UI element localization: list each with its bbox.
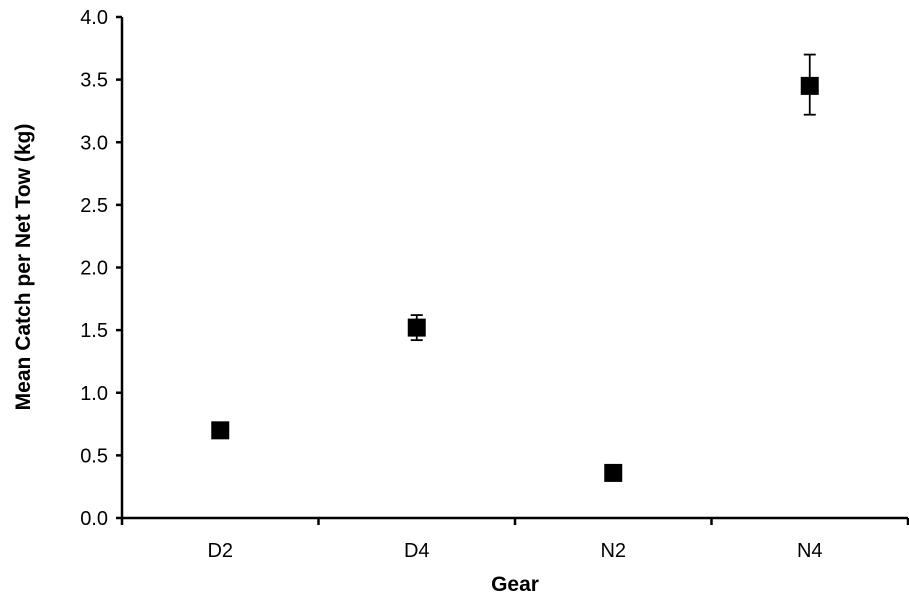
- x-tick-label: N4: [797, 540, 823, 562]
- y-ticks: 0.0 0.5 1.0 1.5 2.0 2.5 3.0 3.5 4.0: [80, 7, 122, 530]
- y-tick-label: 1.0: [80, 383, 108, 405]
- y-tick-label: 4.0: [80, 7, 108, 29]
- y-tick-label: 2.0: [80, 258, 108, 280]
- y-tick-label: 1.5: [80, 320, 108, 342]
- x-tick-label: D2: [207, 540, 233, 562]
- x-tick-label: D4: [404, 540, 430, 562]
- error-bars: [214, 53, 816, 478]
- y-axis-title: Mean Catch per Net Tow (kg): [12, 124, 35, 411]
- data-point-d2: [211, 421, 230, 440]
- y-tick-label: 0.0: [80, 508, 108, 530]
- axes: [120, 17, 908, 520]
- data-points: [211, 76, 819, 482]
- x-ticks: D2 D4 N2 N4: [120, 518, 909, 562]
- y-tick-label: 3.0: [80, 132, 108, 154]
- y-tick-label: 0.5: [80, 445, 108, 467]
- data-point-d4: [407, 318, 426, 337]
- data-point-n2: [604, 463, 623, 482]
- y-tick-label: 3.5: [80, 70, 108, 92]
- y-tick-label: 2.5: [80, 195, 108, 217]
- data-point-n4: [800, 76, 819, 95]
- x-tick-label: N2: [600, 540, 626, 562]
- x-axis-title: Gear: [491, 573, 539, 596]
